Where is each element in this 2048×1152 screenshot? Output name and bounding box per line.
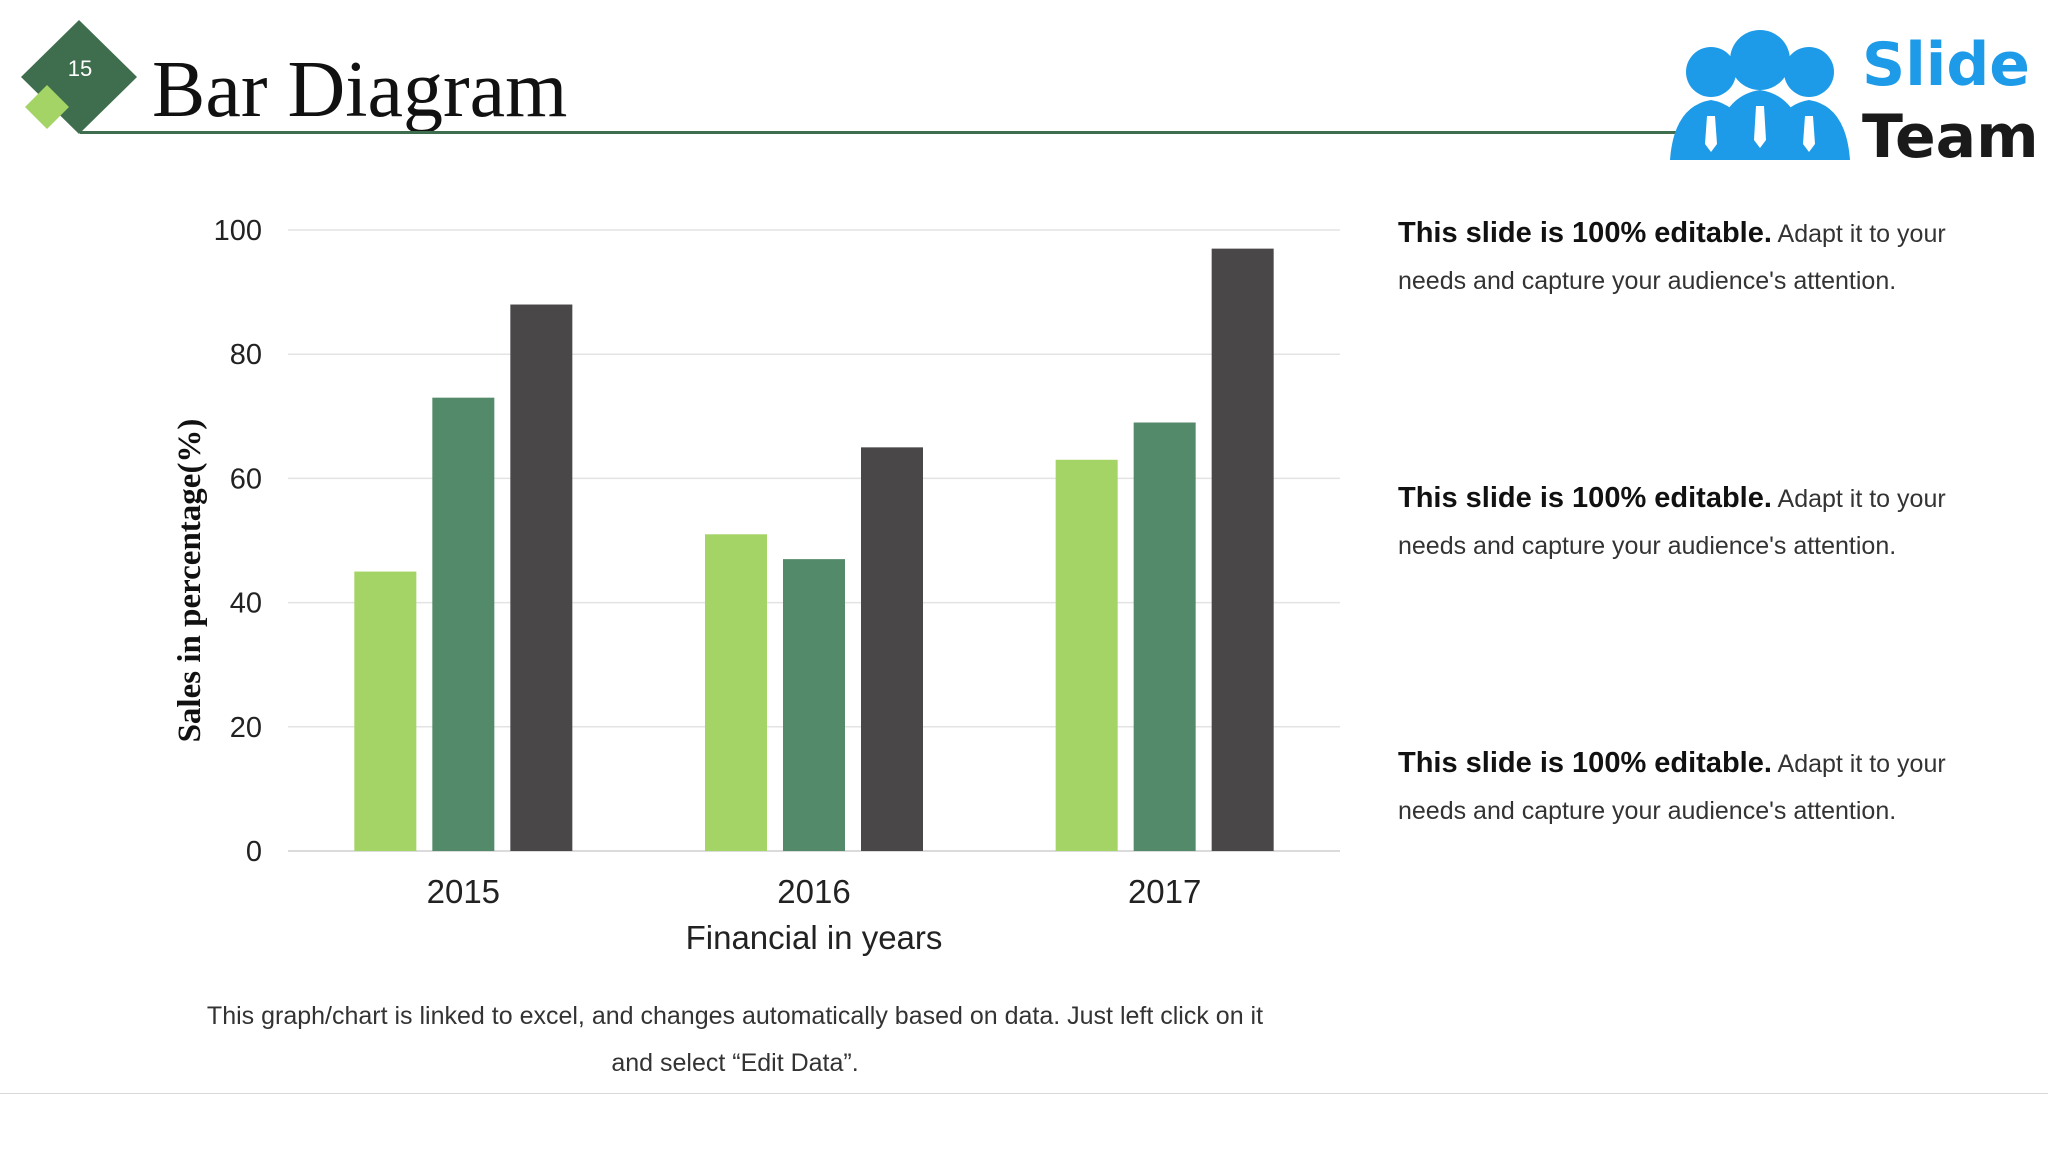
x-axis-title: Financial in years: [686, 919, 943, 956]
text-block-1-bold: This slide is 100% editable.: [1398, 217, 1772, 249]
y-tick-label: 20: [230, 712, 262, 744]
bar: [783, 559, 845, 851]
bar: [1211, 248, 1274, 851]
slide-number-badge: [21, 20, 137, 134]
y-axis-title: Sales in percentage(%): [172, 419, 208, 743]
text-block-3-bold: This slide is 100% editable.: [1398, 747, 1772, 779]
bar: [354, 571, 417, 851]
text-block-1-text: Adapt it to your needs and capture your …: [1398, 220, 1946, 295]
bar: [432, 397, 495, 851]
bar: [1133, 422, 1196, 851]
slide-number: 15: [67, 56, 93, 81]
bar: [861, 447, 923, 851]
y-tick-label: 100: [214, 215, 262, 247]
y-tick-label: 0: [246, 836, 262, 868]
y-tick-label: 80: [230, 339, 262, 371]
slide-team-logo: [1670, 30, 1850, 160]
page-title: Bar Diagram: [152, 46, 568, 134]
x-tick-label: 2015: [427, 873, 500, 910]
text-block-2-bold: This slide is 100% editable.: [1398, 482, 1772, 514]
text-block-2-text: Adapt it to your needs and capture your …: [1398, 485, 1946, 560]
bar: [510, 304, 573, 851]
text-block-3-text: Adapt it to your needs and capture your …: [1398, 750, 1946, 825]
y-tick-label: 60: [230, 463, 262, 495]
y-tick-label: 40: [230, 588, 262, 620]
logo-text-slide: Slide: [1862, 30, 2030, 100]
text-block-3: This slide is 100% editable. Adapt it to…: [1398, 740, 1958, 835]
x-tick-label: 2016: [777, 873, 850, 910]
x-tick-label: 2017: [1128, 873, 1201, 910]
chart-note: This graph/chart is linked to excel, and…: [206, 1002, 1264, 1077]
text-block-1: This slide is 100% editable. Adapt it to…: [1398, 210, 1958, 305]
text-block-2: This slide is 100% editable. Adapt it to…: [1398, 475, 1958, 570]
bottom-divider: [0, 1093, 2048, 1094]
bar: [1055, 459, 1118, 851]
logo-text-team: Team: [1862, 102, 2039, 172]
bar: [705, 534, 767, 851]
title-divider: [80, 131, 1680, 134]
